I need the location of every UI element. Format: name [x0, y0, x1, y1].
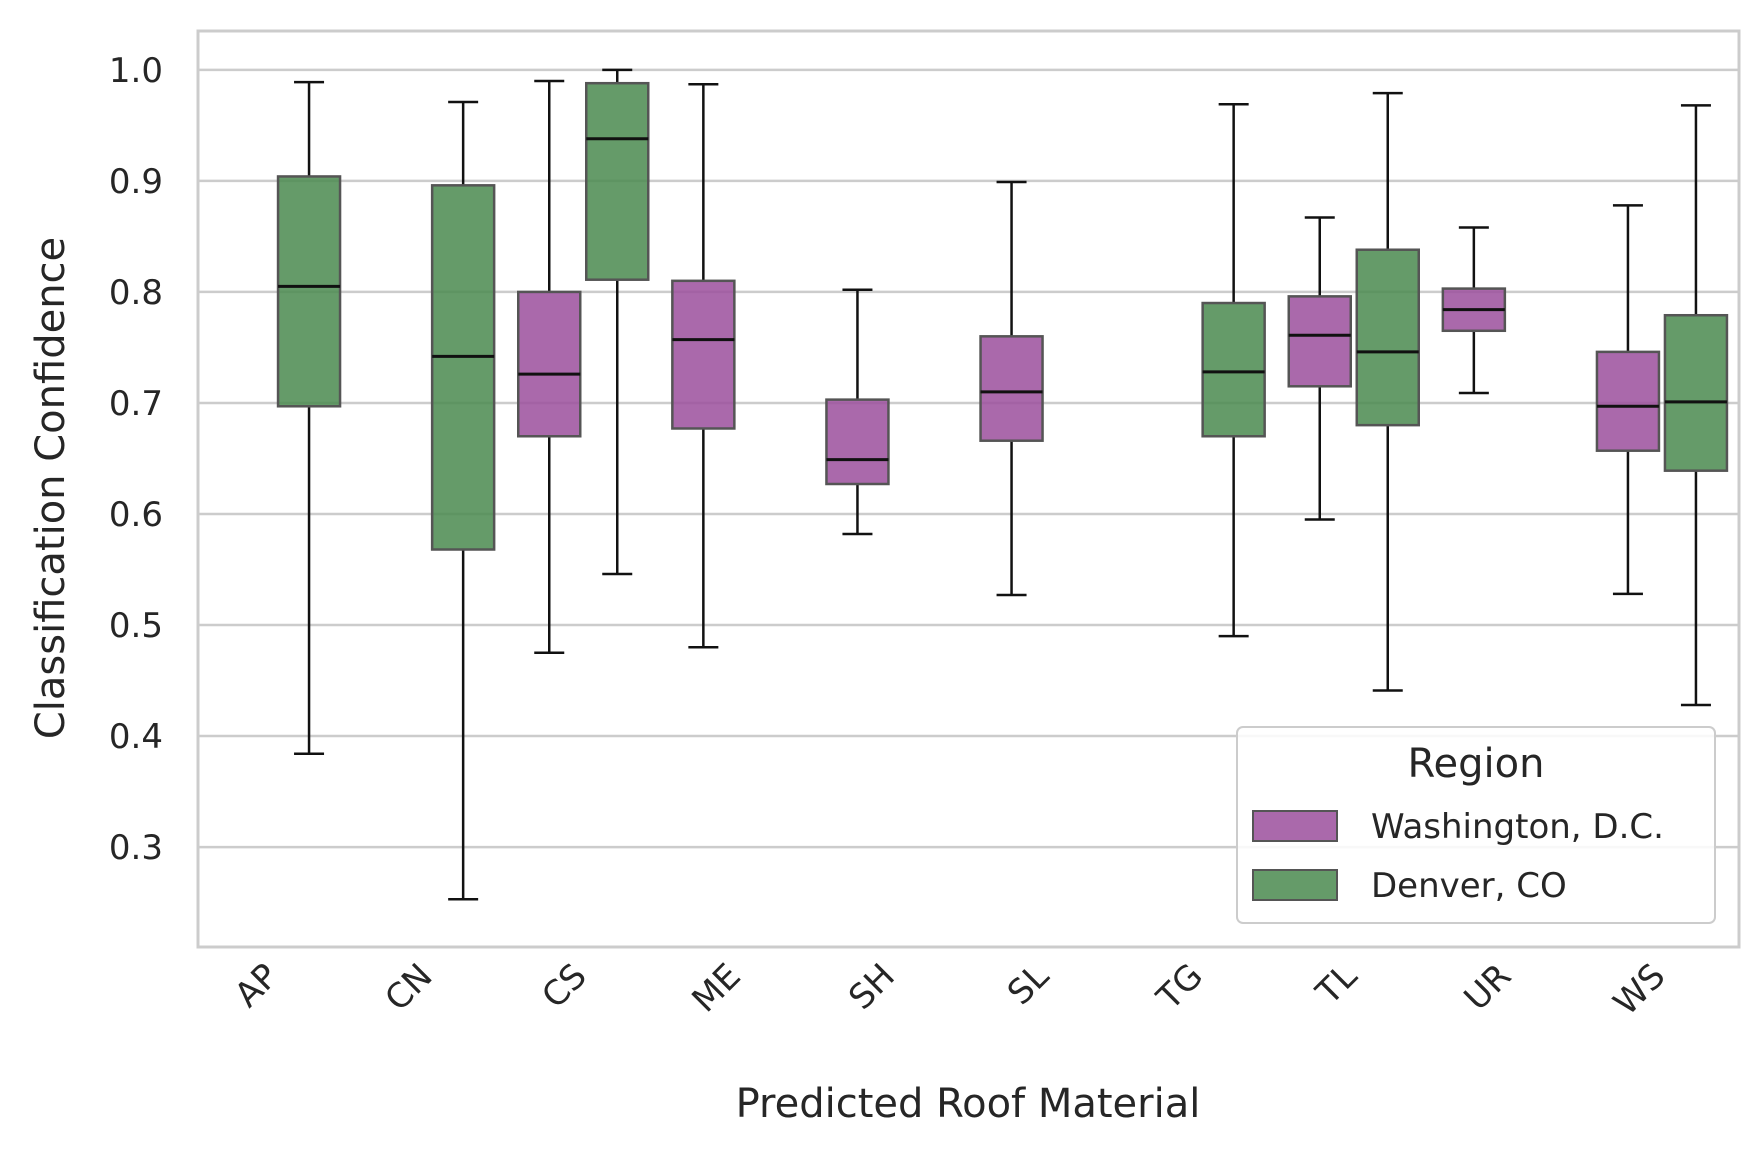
x-axis-label: Predicted Roof Material: [736, 1081, 1201, 1127]
box-sl-washington: [979, 180, 1044, 597]
x-tick-label: ME: [684, 956, 748, 1020]
legend-frame: [1236, 726, 1716, 924]
iqr-box: [825, 398, 890, 486]
box-ws-washington: [1595, 204, 1661, 596]
iqr-box: [430, 184, 496, 551]
y-tick-label: 1.0: [109, 51, 163, 91]
iqr-box: [979, 335, 1044, 442]
x-tick-label: CS: [534, 956, 594, 1016]
box-ur-washington: [1441, 226, 1507, 395]
y-axis-label: Classification Confidence: [28, 237, 74, 739]
box-cn-denver: [430, 100, 496, 901]
x-tick-label: SL: [1000, 956, 1057, 1013]
x-tick-labels: AP CN CS ME SH SL TG TL UR WS: [227, 956, 1673, 1023]
box-tl-denver: [1355, 91, 1420, 692]
iqr-box: [517, 290, 582, 438]
legend-label-washington: Washington, D.C.: [1371, 807, 1664, 847]
box-tg-denver: [1201, 103, 1266, 638]
x-tick-label: TL: [1308, 956, 1365, 1013]
box-cs-washington: [517, 79, 582, 655]
legend-swatch-denver: [1252, 869, 1338, 901]
box-plot-marks: [276, 68, 1729, 901]
box-cs-denver: [585, 68, 650, 576]
y-tick-label: 0.6: [109, 495, 163, 535]
iqr-box: [276, 175, 342, 408]
y-tick-label: 0.8: [109, 273, 163, 313]
box-ws-denver: [1663, 104, 1729, 707]
iqr-box: [671, 279, 736, 430]
legend-title: Region: [1408, 741, 1545, 787]
y-tick-labels: 0.3 0.4 0.5 0.6 0.7 0.8 0.9 1.0: [109, 51, 163, 868]
y-tick-label: 0.3: [109, 828, 163, 868]
legend-swatch-washington: [1252, 810, 1338, 842]
x-tick-label: TG: [1149, 956, 1211, 1018]
iqr-box: [585, 81, 650, 281]
y-tick-label: 0.4: [109, 717, 163, 757]
y-tick-label: 0.7: [109, 384, 163, 424]
x-tick-label: CN: [377, 956, 440, 1019]
y-tick-label: 0.9: [109, 162, 163, 202]
x-tick-label: WS: [1606, 956, 1673, 1023]
x-tick-label: SH: [841, 956, 903, 1018]
legend-label-denver: Denver, CO: [1371, 866, 1567, 906]
iqr-box: [1201, 301, 1266, 438]
box-ap-denver: [276, 80, 342, 756]
iqr-box: [1355, 248, 1420, 427]
iqr-box: [1663, 313, 1729, 472]
x-tick-label: UR: [1457, 956, 1520, 1019]
x-tick-label: AP: [227, 956, 286, 1015]
iqr-box: [1287, 295, 1352, 388]
box-tl-washington: [1287, 216, 1352, 521]
legend: Region Washington, D.C. Denver, CO: [1236, 726, 1716, 924]
plot-frame: [196, 29, 1741, 949]
iqr-box: [1595, 350, 1661, 452]
box-sh-washington: [825, 288, 890, 536]
box-me-washington: [671, 83, 736, 649]
y-tick-label: 0.5: [109, 606, 163, 646]
